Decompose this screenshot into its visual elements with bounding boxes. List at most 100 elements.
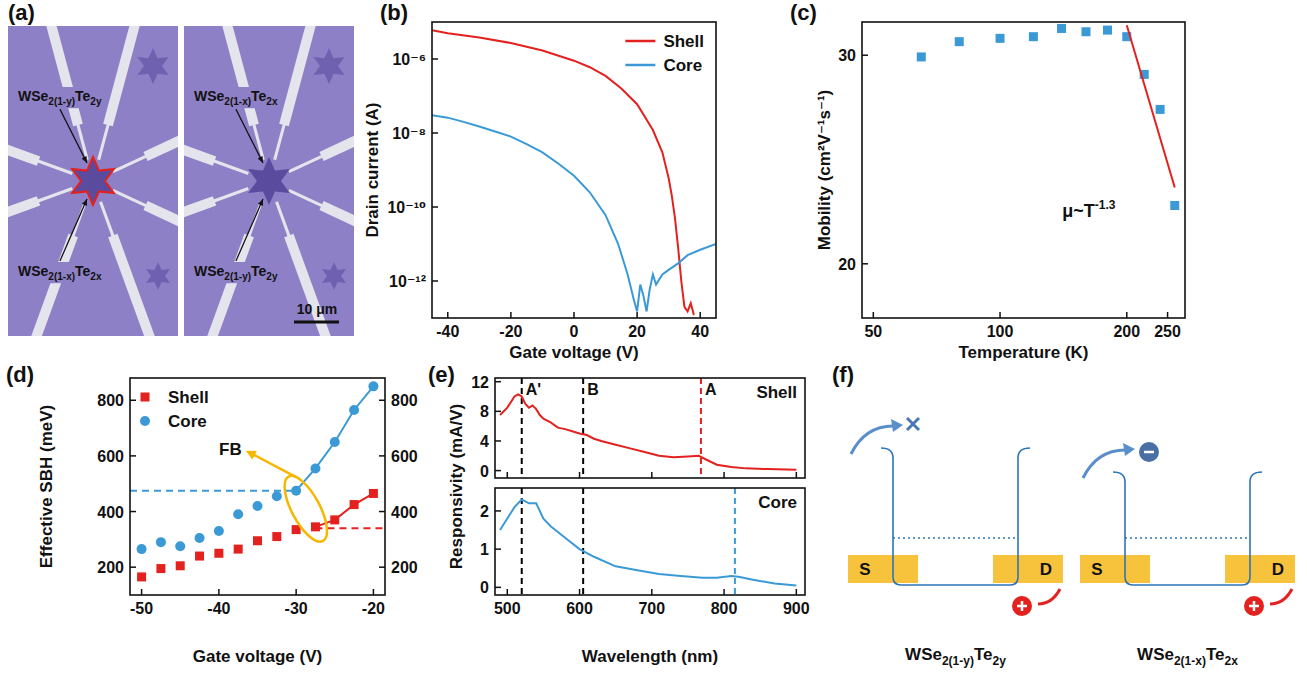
plot-area [500,488,796,595]
y-tick [130,455,136,457]
electrode [101,202,114,238]
text-part: 2(1-y) [942,654,974,668]
frame [862,22,1185,318]
electrode [848,555,918,583]
electrode [322,206,354,291]
x-tick-label: -40 [207,600,230,617]
y-tick-label: 8 [480,403,489,420]
image-label-text: WSe2(1-y)Te2y [194,263,278,282]
image-label-text: WSe2(1-x)Te2x [18,263,102,282]
y-tick [862,54,868,56]
x-tick [218,589,220,595]
hole-sign [1021,601,1024,611]
x-tick-label: 100 [987,323,1014,340]
y-tick [495,548,501,550]
flake [137,48,168,84]
y-tick-label: 1 [480,541,489,558]
title: Core [758,493,797,512]
x-tick [796,472,798,478]
text-part: 2y [90,96,102,107]
x-tick [999,312,1001,318]
frame [432,22,716,318]
y-axis-title: Drain current (A) [363,102,382,237]
x-axis-title: Temperature (K) [958,343,1088,362]
image-label-text: WSe2(1-y)Te2y [18,88,102,107]
series-line [432,115,716,311]
y2-tick-label: 600 [391,448,418,465]
text-part: W [194,88,208,104]
text-part: 2(1-x) [224,96,251,107]
x-tick [579,589,581,595]
electron [1139,442,1159,462]
y2-tick [379,511,385,513]
x-tick-label: 900 [783,600,810,617]
image-label: WSe2(1-x)Te2x [15,262,105,283]
text-part: -1.3 [1095,198,1116,212]
electrode [284,26,336,125]
band-edge [1113,472,1262,585]
electron-path [1083,450,1125,478]
x-tick-label: 250 [1154,323,1181,340]
series-line [1127,25,1175,187]
electrode [8,236,73,336]
x-tick-label: 40 [691,323,709,340]
label-patch [191,87,281,108]
pointer [236,109,263,163]
image-label-text: WSe2(1-x)Te2x [194,88,278,107]
x-tick [723,472,725,478]
hole [1012,596,1032,616]
x-tick-label: 200 [1113,323,1140,340]
electrode [8,201,38,270]
electrode [146,206,178,291]
text-part: 2(1-y) [224,271,251,282]
x-tick [651,589,653,595]
plot-area [130,381,385,581]
x-tick [507,472,509,478]
text-part: W [18,263,32,279]
label-patch [191,262,281,283]
y-tick-label: 12 [471,374,489,391]
y-axis-title: Mobility (cm²V⁻¹s⁻¹) [815,90,834,251]
panel-label: (e) [428,362,455,387]
text-part: W [905,645,922,664]
data-point [272,532,281,541]
data-point [1103,26,1112,35]
data-point [917,52,926,61]
electrode [275,123,285,160]
data-point [176,561,185,570]
scale-bar-label: 10 μm [297,301,337,317]
text-part: 2(1-y) [48,96,75,107]
y-tick-label: 600 [97,448,124,465]
data-point [156,537,166,547]
data-point [369,489,378,498]
figure: WSe2(1-y)Te2yWSe2(1-x)Te2xWSe2(1-x)Te2xW… [0,0,1307,698]
hole-sign [1253,601,1256,611]
fermi-level [893,537,1018,538]
x-tick [1126,312,1128,318]
legend-swatch [140,416,150,426]
y-axis-title: Effective SBH (meV) [37,405,56,568]
y-tick-label: 30 [838,47,856,64]
peak-label: A' [526,381,541,398]
data-point [233,509,243,519]
electron-path [851,426,893,454]
scale-bar [294,321,339,324]
text-part: 2y [993,654,1007,668]
y-tick [495,381,501,383]
reference-line [521,378,523,478]
peak-label: B [587,381,599,398]
data-point [1029,32,1038,41]
y2-tick [379,400,385,402]
electrode [993,555,1063,583]
data-point [996,34,1005,43]
y-tick [432,58,438,60]
data-point [156,564,165,573]
x-tick-label: 600 [566,600,593,617]
chart: 500600700800900012CoreWavelength (nm) [480,488,810,666]
reference-line [521,488,523,595]
y-tick [495,587,501,589]
x-axis-title: Gate voltage (V) [193,647,322,666]
text-part: 2y [266,271,278,282]
text-part: Se [207,263,224,279]
title: Shell [756,383,797,402]
